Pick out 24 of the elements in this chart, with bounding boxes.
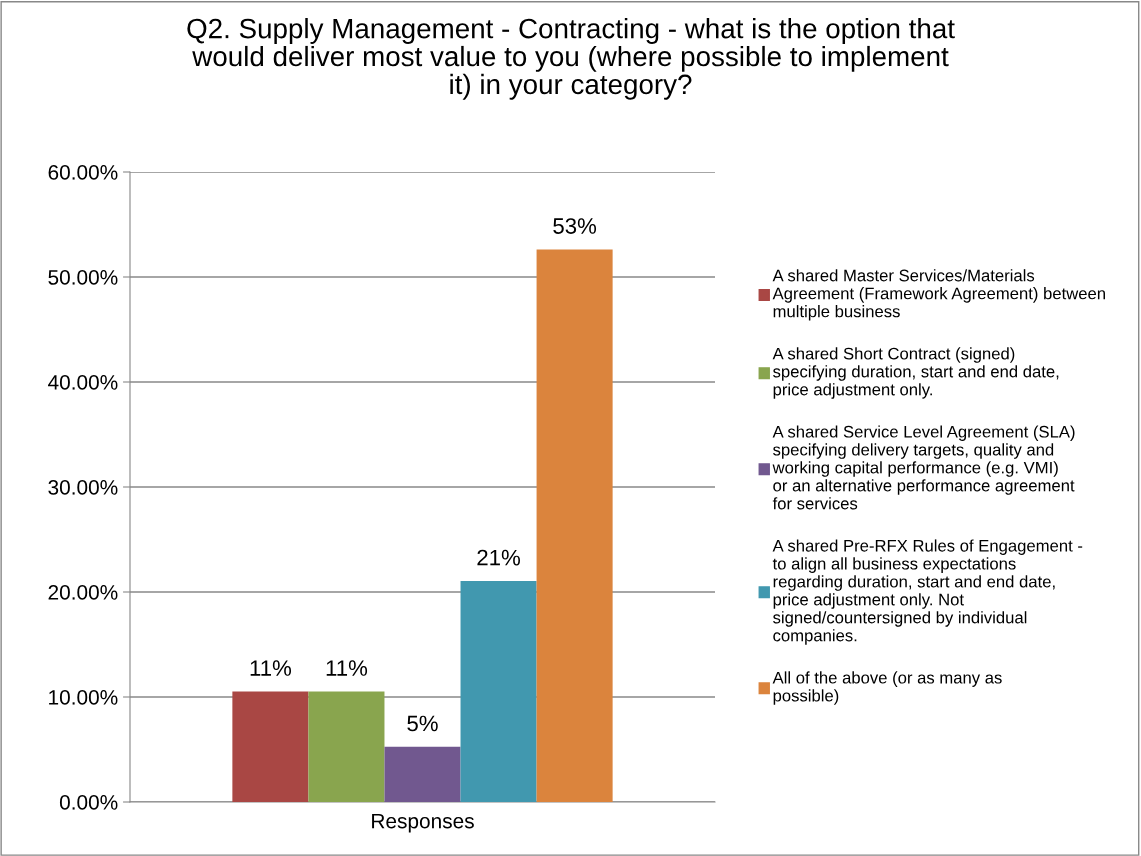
legend-label: A shared Pre-RFX Rules of Engagement - to align all business expectations regarding duration, start and end date, price adjustment only. Not signed/countersigned by individual companies. (772, 539, 1083, 645)
legend-label: A shared Short Contract (signed) specifying duration, start and end date, price adjustment only. (772, 347, 1059, 399)
y-tick-label: 10.00% (49, 690, 118, 705)
bar (460, 580, 537, 802)
data-label: 11% (326, 660, 368, 676)
y-tick-label: 30.00% (48, 480, 118, 495)
bar (536, 249, 613, 802)
y-tick-label: 0.00% (59, 795, 118, 810)
y-tick-label: 20.00% (48, 585, 118, 600)
data-label: 21% (477, 549, 520, 566)
y-tick-label: 40.00% (48, 375, 118, 390)
bar (232, 691, 309, 802)
y-tick-label: 50.00% (48, 270, 118, 285)
y-tick-label: 60.00% (48, 165, 118, 180)
legend-label: All of the above (or as many as possible) (772, 671, 1002, 705)
chart-title: Q2. Supply Management - Contracting - what is the option that would deliver most value to you (where possible to implement it) in your category? (187, 18, 955, 100)
bar (308, 691, 385, 802)
bar (384, 746, 461, 802)
data-label: 11% (250, 660, 292, 676)
data-label: 5% (407, 715, 438, 732)
x-tick-label: Responses (372, 813, 474, 833)
legend-label: A shared Service Level Agreement (SLA) specifying delivery targets, quality and working capital performance (e.g. VMI) or an alternative performance agreement for services (772, 425, 1075, 510)
legend-label: A shared Master Services/Materials Agreement (Framework Agreement) between multiple business (772, 269, 1105, 321)
data-label: 53% (553, 218, 597, 234)
